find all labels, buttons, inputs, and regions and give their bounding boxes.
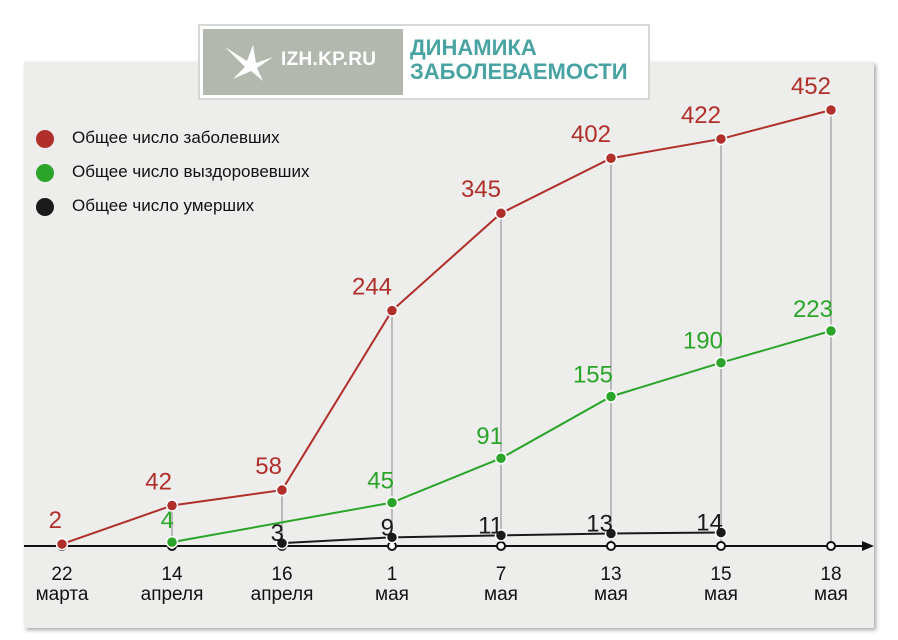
data-label: 14: [696, 509, 723, 536]
data-label: 422: [681, 102, 721, 129]
data-label: 345: [461, 176, 501, 203]
data-label: 45: [367, 468, 394, 495]
data-point: [275, 536, 289, 550]
data-point: [55, 537, 69, 551]
data-label: 452: [791, 73, 831, 100]
swallow-icon: [225, 45, 273, 81]
data-label: 13: [586, 510, 613, 537]
x-tick-label: 7: [496, 564, 507, 585]
x-tick-label: мая: [704, 584, 738, 605]
header-banner: IZH.KP.RU ДИНАМИКА ЗАБОЛЕВАЕМОСТИ: [198, 24, 650, 100]
data-point: [604, 390, 618, 403]
x-tick-label: 18: [820, 564, 841, 585]
data-point: [385, 304, 399, 317]
x-tick-label: марта: [36, 584, 89, 605]
data-point: [714, 132, 728, 146]
chart-panel: [24, 62, 874, 628]
data-label: 4: [161, 507, 174, 534]
legend-dot: [36, 130, 54, 148]
data-point: [494, 529, 508, 542]
data-label: 58: [255, 453, 282, 480]
x-tick-label: 14: [161, 564, 183, 585]
series-line: [171, 329, 832, 544]
data-point: [604, 151, 618, 165]
x-tick-label: 15: [710, 564, 731, 585]
x-tick-marker: [826, 541, 836, 551]
legend-label: Общее число умерших: [72, 196, 255, 215]
data-label: 190: [683, 328, 723, 355]
x-axis-arrow: [862, 541, 874, 551]
data-point: [824, 103, 838, 117]
x-tick-marker: [496, 541, 506, 551]
data-point: [385, 531, 399, 544]
series-line: [61, 109, 832, 546]
x-tick-label: 16: [271, 564, 292, 585]
data-point: [494, 451, 508, 465]
data-point: [494, 206, 508, 220]
data-point: [385, 496, 399, 509]
data-point: [275, 483, 289, 497]
x-tick-label: 1: [387, 564, 398, 585]
x-tick-marker: [606, 541, 616, 551]
x-tick-label: 22: [51, 564, 72, 585]
x-tick-label: мая: [814, 584, 848, 605]
data-point: [165, 535, 179, 549]
data-label: 3: [271, 520, 284, 547]
legend-label: Общее число выздоровевших: [72, 162, 310, 181]
data-label: 402: [571, 121, 611, 148]
data-point: [165, 499, 179, 512]
x-tick-label: мая: [594, 584, 628, 605]
logo: IZH.KP.RU: [203, 29, 403, 95]
legend-dot: [36, 198, 54, 216]
legend-label: Общее число заболевших: [72, 128, 280, 147]
data-label: 11: [478, 512, 503, 539]
x-tick-label: 13: [600, 564, 621, 585]
data-label: 223: [793, 296, 833, 323]
data-label: 42: [145, 468, 172, 495]
data-label: 244: [352, 274, 392, 301]
x-tick-label: апреля: [141, 584, 204, 605]
data-label: 91: [476, 423, 503, 450]
data-point: [714, 356, 728, 369]
x-tick-marker: [716, 541, 726, 551]
data-point: [824, 324, 838, 338]
data-label: 2: [49, 507, 62, 534]
data-point: [604, 527, 618, 540]
data-label: 9: [381, 514, 394, 541]
x-tick-label: мая: [375, 584, 409, 605]
x-tick-label: мая: [484, 584, 518, 605]
data-point: [714, 526, 728, 539]
legend-dot: [36, 164, 54, 182]
logo-text: IZH.KP.RU: [281, 49, 377, 70]
x-tick-label: апреля: [251, 584, 314, 605]
chart-title: ДИНАМИКА ЗАБОЛЕВАЕМОСТИ: [410, 35, 628, 84]
data-label: 155: [573, 361, 613, 388]
